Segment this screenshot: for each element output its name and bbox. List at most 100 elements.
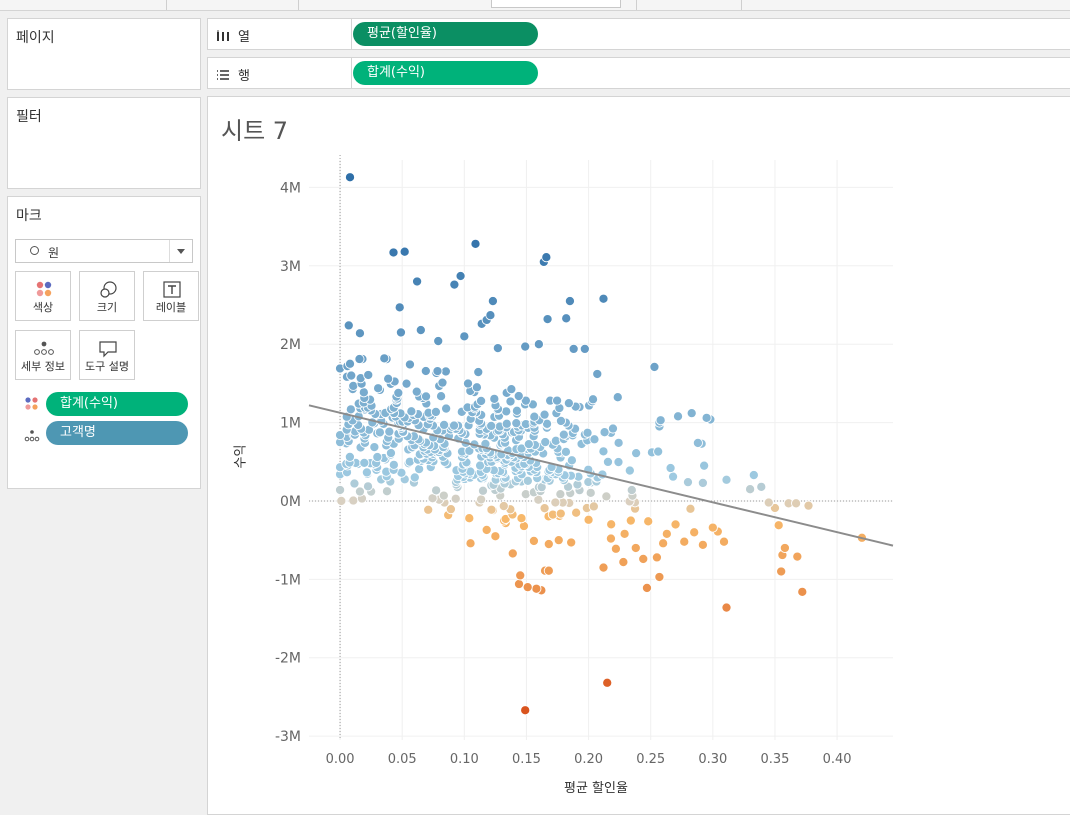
data-point[interactable] (792, 551, 803, 562)
data-point[interactable] (539, 409, 550, 420)
data-point[interactable] (414, 464, 425, 475)
data-point[interactable] (550, 497, 561, 508)
data-point[interactable] (529, 411, 540, 422)
data-point[interactable] (450, 493, 461, 504)
data-point[interactable] (388, 459, 399, 470)
data-point[interactable] (335, 430, 346, 441)
data-point[interactable] (558, 429, 569, 440)
data-point[interactable] (383, 373, 394, 384)
data-point[interactable] (541, 252, 552, 263)
data-point[interactable] (668, 471, 679, 482)
data-point[interactable] (631, 448, 642, 459)
data-point[interactable] (649, 361, 660, 372)
data-point[interactable] (598, 562, 609, 573)
data-point[interactable] (607, 423, 619, 434)
data-point[interactable] (718, 536, 730, 547)
data-point[interactable] (697, 539, 708, 550)
data-point[interactable] (361, 467, 372, 478)
data-point[interactable] (388, 247, 399, 258)
data-point[interactable] (505, 396, 516, 407)
data-point[interactable] (346, 370, 357, 381)
data-point[interactable] (598, 446, 609, 457)
data-point[interactable] (335, 484, 346, 496)
data-point[interactable] (345, 404, 356, 415)
data-point[interactable] (462, 378, 474, 389)
data-point[interactable] (449, 279, 460, 290)
data-point[interactable] (394, 302, 405, 313)
data-point[interactable] (513, 578, 525, 590)
data-point[interactable] (598, 293, 609, 304)
data-point[interactable] (606, 519, 617, 530)
data-point[interactable] (602, 456, 614, 467)
data-point[interactable] (721, 602, 732, 613)
data-point[interactable] (682, 477, 694, 488)
data-point[interactable] (406, 406, 417, 417)
data-point[interactable] (438, 490, 449, 501)
data-point[interactable] (354, 486, 365, 497)
data-point[interactable] (638, 553, 649, 564)
data-point[interactable] (437, 377, 448, 388)
data-point[interactable] (395, 327, 406, 338)
x-axis-title[interactable]: 평균 할인율 (564, 781, 628, 796)
data-point[interactable] (449, 420, 460, 431)
data-point[interactable] (626, 485, 637, 496)
toolbar-field[interactable] (491, 0, 621, 8)
data-point[interactable] (542, 314, 553, 325)
data-point[interactable] (445, 504, 456, 515)
chevron-down-icon[interactable] (169, 240, 192, 262)
data-point[interactable] (566, 455, 577, 466)
data-point[interactable] (564, 296, 575, 307)
data-point[interactable] (791, 498, 802, 509)
data-point[interactable] (379, 353, 390, 364)
data-point[interactable] (481, 524, 492, 535)
data-point[interactable] (685, 503, 696, 514)
data-point[interactable] (661, 528, 672, 539)
data-point[interactable] (373, 383, 384, 394)
data-point[interactable] (372, 452, 383, 463)
data-point[interactable] (612, 392, 623, 403)
data-point[interactable] (625, 515, 636, 526)
data-point[interactable] (477, 485, 489, 496)
data-point[interactable] (436, 391, 447, 402)
data-point[interactable] (455, 270, 466, 282)
data-point[interactable] (670, 519, 681, 530)
data-point[interactable] (748, 470, 759, 481)
data-point[interactable] (692, 437, 703, 448)
data-point[interactable] (516, 513, 527, 524)
data-point[interactable] (343, 320, 354, 331)
data-point[interactable] (520, 341, 531, 352)
data-point[interactable] (433, 336, 444, 347)
data-point[interactable] (566, 537, 577, 548)
data-point[interactable] (539, 503, 550, 514)
data-point[interactable] (619, 528, 630, 539)
data-point[interactable] (354, 328, 365, 339)
color-field-pill[interactable]: 합계(수익) (46, 392, 188, 416)
data-point[interactable] (613, 437, 624, 448)
data-point[interactable] (486, 420, 497, 431)
data-point[interactable] (641, 582, 653, 593)
data-point[interactable] (385, 447, 397, 459)
data-point[interactable] (412, 276, 423, 287)
data-point[interactable] (485, 310, 496, 321)
data-point[interactable] (588, 501, 599, 512)
data-point[interactable] (540, 436, 551, 448)
data-point[interactable] (523, 439, 534, 450)
data-point[interactable] (431, 485, 442, 496)
data-point[interactable] (560, 446, 571, 457)
data-point[interactable] (507, 548, 518, 559)
data-point[interactable] (543, 565, 554, 576)
data-point[interactable] (393, 387, 404, 398)
data-point[interactable] (349, 478, 360, 489)
data-point[interactable] (486, 504, 497, 515)
data-point[interactable] (721, 474, 732, 485)
data-point[interactable] (522, 582, 533, 593)
data-point[interactable] (362, 481, 374, 492)
data-point[interactable] (401, 378, 412, 389)
data-point[interactable] (571, 507, 582, 518)
data-point[interactable] (592, 368, 603, 380)
data-point[interactable] (520, 705, 531, 716)
data-point[interactable] (776, 566, 787, 577)
data-point[interactable] (506, 384, 517, 395)
data-point[interactable] (679, 536, 690, 547)
